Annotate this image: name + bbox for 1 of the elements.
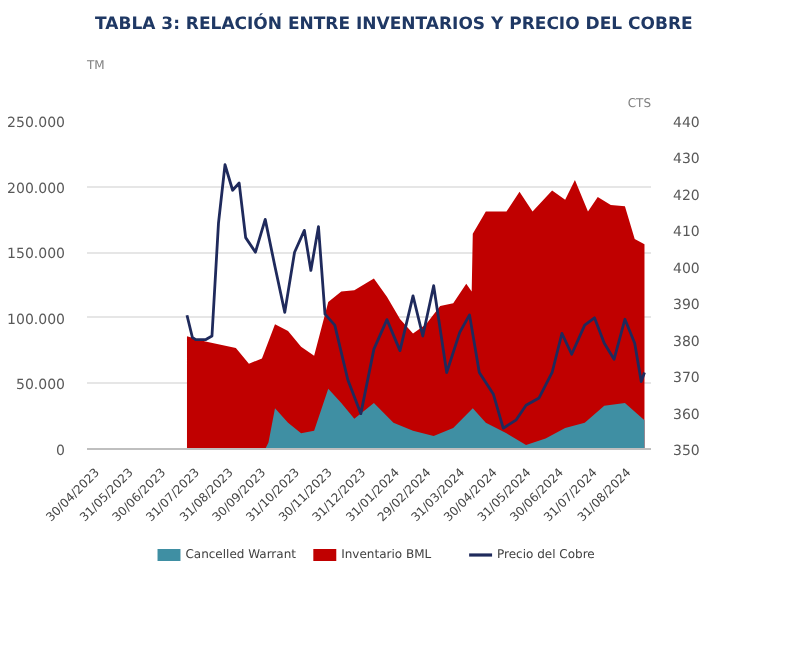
chart-title: TABLA 3: RELACIÓN ENTRE INVENTARIOS Y PRECIO DEL COBRE — [95, 13, 694, 35]
